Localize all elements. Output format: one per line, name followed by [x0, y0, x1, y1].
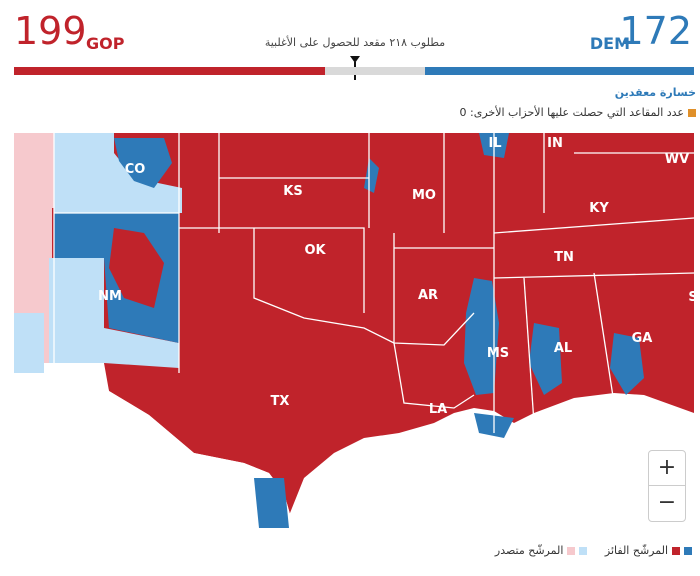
- other-parties-swatch: [688, 109, 696, 117]
- label-ga: GA: [632, 331, 653, 346]
- leading-dem-swatch: [579, 547, 588, 555]
- gop-label: GOP: [86, 34, 125, 53]
- label-ks: KS: [283, 184, 302, 199]
- state-borders: [53, 133, 694, 433]
- other-parties-note: عدد المقاعد التي حصلت عليها الأحزاب الأخ…: [460, 106, 696, 119]
- label-co: CO: [125, 162, 146, 177]
- leading-rep-swatch: [567, 547, 576, 555]
- winner-dem-swatch: [684, 547, 692, 555]
- label-ms: MS: [487, 346, 509, 361]
- label-ok: OK: [304, 243, 326, 258]
- al-dem-district: [529, 323, 562, 395]
- zoom-out-button[interactable]: −: [657, 490, 677, 515]
- label-al: AL: [554, 341, 572, 356]
- label-ar: AR: [418, 288, 438, 303]
- state-lean-rep: [14, 133, 54, 208]
- winner-rep-swatch: [672, 547, 680, 555]
- ks-dem-district: [364, 158, 379, 193]
- lost-incumbents-link[interactable]: خسارة معقدين: [614, 86, 696, 99]
- zoom-in-button[interactable]: +: [649, 451, 685, 486]
- majority-text: مطلوب ٢١٨ مقعد للحصول على الأغلبية: [264, 36, 446, 49]
- legend-winner-label: المرشّح الفائز: [604, 544, 668, 557]
- gulf-of-mexico: [284, 393, 694, 528]
- state-utah-lean: [54, 133, 182, 213]
- label-tx: TX: [271, 394, 290, 409]
- legend-item-winner: المرشّح الفائز: [605, 544, 692, 557]
- scoreboard: 199 GOP DEM 172 مطلوب ٢١٨ مقعد للحصول عل…: [0, 0, 700, 80]
- majority-marker-icon: [350, 56, 360, 63]
- label-nm: NM: [98, 289, 122, 304]
- legend-item-leading: المرشّح متصدر: [495, 544, 588, 557]
- label-mo: MO: [412, 188, 436, 203]
- label-il: IL: [488, 136, 501, 151]
- dem-label: DEM: [589, 34, 630, 53]
- map-legend: المرشّح الفائز المرشّح متصدر: [481, 544, 692, 557]
- other-parties-text: عدد المقاعد التي حصلت عليها الأحزاب الأخ…: [459, 106, 684, 119]
- label-la: LA: [429, 402, 447, 417]
- nm-rep-district: [109, 228, 164, 308]
- label-ky: KY: [589, 201, 609, 216]
- label-in: IN: [547, 136, 563, 151]
- label-s: S: [688, 290, 694, 305]
- state-lean-dem-sw: [14, 313, 44, 373]
- dem-seat-count: 172: [619, 9, 692, 53]
- zoom-controls: + −: [648, 450, 686, 522]
- seat-progress-bar: [14, 67, 694, 75]
- gop-seat-bar: [14, 67, 326, 75]
- ms-dem-district: [464, 278, 499, 395]
- tx-dem-district: [254, 478, 289, 528]
- state-colorado-dem: [114, 138, 172, 188]
- label-wv: WV: [665, 152, 689, 167]
- ga-dem-district: [610, 333, 644, 395]
- map-svg[interactable]: CO KS MO IL IN KY WV TN NM OK AR MS AL G…: [14, 133, 694, 528]
- gop-seat-count: 199: [14, 9, 87, 53]
- mexico-area: [14, 363, 294, 528]
- label-tn: TN: [554, 250, 574, 265]
- dem-seat-bar: [425, 67, 694, 75]
- state-arizona-lean: [49, 258, 179, 368]
- election-map[interactable]: CO KS MO IL IN KY WV TN NM OK AR MS AL G…: [14, 133, 694, 528]
- legend-leading-label: المرشّح متصدر: [494, 544, 564, 557]
